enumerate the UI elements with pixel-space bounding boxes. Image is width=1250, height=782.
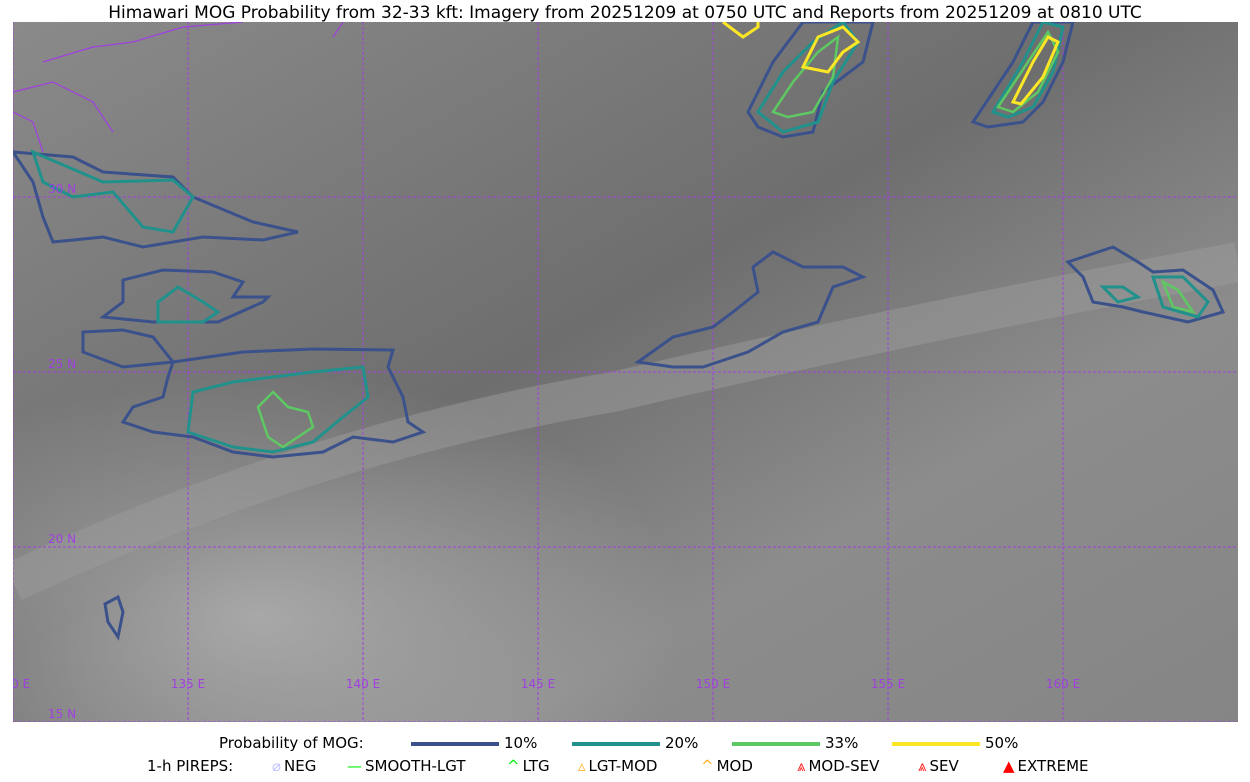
contour-20pct [186,365,370,454]
lon-tick-label: 155 E [871,677,905,691]
lon-tick-label: 135 E [171,677,205,691]
pirep-legend-mod-sev: ⩓ MOD-SEV [797,757,879,775]
pirep-legend-mod: ^ MOD [701,757,753,775]
legend-label: 33% [825,734,859,752]
legend-label: 10% [504,734,538,752]
contours [13,22,1226,641]
contour-20pct [156,285,221,324]
pirep-label: LGT-MOD [588,757,658,775]
legend-label: 50% [985,734,1019,752]
pirep-ltg-icon: ^ [507,757,520,775]
contour-20pct [1099,275,1210,319]
contour-10pct [1065,245,1226,324]
pirep-legend-smooth-lgt: — SMOOTH-LGT [347,757,466,775]
legend-item-50pct: 50% [892,734,1018,752]
pirep-label: NEG [284,757,317,775]
pirep-legend-title: 1-h PIREPS: [147,757,234,775]
legend-swatch [732,741,820,746]
legend-swatch [572,741,660,746]
pirep-legend-neg: ⌀ NEG [272,757,316,775]
pirep-sev-icon: ⩓ [918,757,927,775]
prob-legend-title: Probability of MOG: [219,734,364,752]
contour-10pct [120,347,427,459]
pirep-label: EXTREME [1017,757,1089,775]
lat-tick-label: 20 N [48,532,76,546]
pirep-legend-sev: ⩓ SEV [918,757,959,775]
contour-10pct [746,22,875,139]
pirep-legend-lgt-mod: ▵ LGT-MOD [578,757,657,775]
contour-33pct [1160,279,1196,315]
legend-swatch [411,741,499,746]
cloud-band [13,242,1238,601]
pirep-label: MOD-SEV [808,757,880,775]
pirep-label: MOD [716,757,753,775]
pirep-label: SMOOTH-LGT [365,757,466,775]
tick-labels: 130 E 135 E 140 E 145 E 150 E 155 E 160 E 30 N 2… [13,182,1080,721]
lon-tick-label: 140 E [346,677,380,691]
legend-label: 20% [665,734,699,752]
pirep-label: LTG [522,757,550,775]
chart-title: Himawari MOG Probability from 32-33 kft:… [108,3,1142,23]
pirep-extreme-icon: ▲ [1003,757,1015,775]
contour-10pct [103,594,125,641]
pirep-mod-sev-icon: ⩓ [797,757,806,775]
gridlines [13,22,1238,722]
contour-10pct [13,150,299,249]
contour-10pct [970,22,1075,129]
coastline [13,22,344,153]
contour-10pct [99,268,272,324]
pirep-neg-icon: ⌀ [272,757,282,775]
contour-33pct [256,390,315,449]
satellite-map: 130 E 135 E 140 E 145 E 150 E 155 E 160 E 30 N 2… [13,22,1238,722]
legend-item-10pct: 10% [411,734,537,752]
contour-10pct [634,250,867,369]
contour-50pct [1010,35,1060,106]
pirep-mod-icon: ^ [701,757,714,775]
legend-item-20pct: 20% [572,734,698,752]
lon-tick-label: 130 E [13,677,30,691]
lon-tick-label: 145 E [521,677,555,691]
contour-50pct [800,25,861,74]
contour-33pct [996,29,1060,114]
contour-50pct [722,22,760,39]
contour-33pct [771,34,840,119]
pirep-legend-ltg: ^ LTG [507,757,550,775]
pirep-smooth-lgt-icon: — [347,757,362,775]
legend-swatch [892,741,980,746]
lat-tick-label: 25 N [48,357,76,371]
pirep-legend-extreme: ▲ EXTREME [1003,757,1089,775]
lon-tick-label: 160 E [1046,677,1080,691]
lon-tick-label: 150 E [696,677,730,691]
legend-item-33pct: 33% [732,734,858,752]
lat-tick-label: 30 N [48,182,76,196]
pirep-label: SEV [929,757,959,775]
contour-20pct [30,149,195,234]
lat-tick-label: 15 N [48,707,76,721]
pirep-lgt-mod-icon: ▵ [578,757,586,775]
